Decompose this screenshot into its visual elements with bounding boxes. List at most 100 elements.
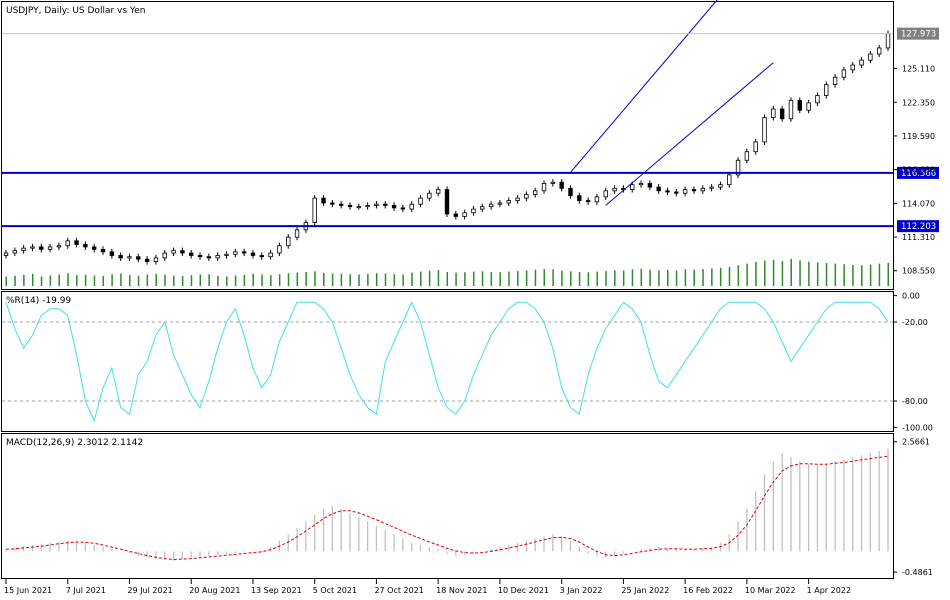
volume-bar — [340, 273, 343, 286]
candle-body — [497, 202, 503, 205]
volume-bar — [852, 264, 854, 286]
candle-body — [488, 203, 494, 208]
macd-signal-line — [5, 455, 889, 561]
candle-body — [268, 252, 273, 258]
volume-bar — [508, 271, 510, 286]
volume-bar — [314, 271, 316, 286]
volume-bar — [702, 269, 704, 286]
volume-bar — [402, 274, 404, 286]
volume-bar — [772, 259, 775, 286]
candle-body — [727, 174, 732, 186]
volume-bar — [358, 274, 360, 286]
trend-channel — [570, 0, 774, 206]
volume-bar — [446, 271, 448, 286]
time-tick-label: 25 Jan 2022 — [621, 586, 669, 595]
candle-body — [171, 250, 176, 254]
candle-body — [330, 202, 335, 205]
time-tick-label: 20 Aug 2021 — [189, 586, 240, 595]
candle-body — [241, 251, 247, 254]
candle-body — [700, 187, 705, 192]
candle-body — [118, 255, 123, 259]
candle-body — [206, 256, 212, 259]
candle-body — [391, 205, 397, 209]
volume-bar — [5, 276, 7, 286]
volume-bar — [181, 276, 184, 286]
candle-body — [841, 69, 847, 78]
time-tick-label: 27 Oct 2021 — [374, 586, 423, 595]
volume-bar — [146, 274, 149, 286]
volume-bar — [490, 271, 493, 286]
candle-body — [356, 206, 361, 209]
candle-body — [83, 244, 88, 248]
volume-bar — [208, 274, 210, 286]
volume-bar — [428, 270, 431, 286]
volume-bar — [393, 274, 396, 286]
candle-body — [435, 189, 441, 194]
candle-body — [594, 196, 600, 203]
time-tick-label: 18 Nov 2021 — [436, 586, 487, 595]
level-box — [897, 220, 939, 233]
volume-bars — [5, 258, 889, 286]
wpr-tick-label: -80.00 — [902, 397, 928, 406]
candle-body — [189, 252, 194, 256]
candle-body — [427, 192, 432, 199]
candle-body — [180, 250, 185, 254]
time-axis: 15 Jun 2021 7 Jul 2021 29 Jul 2021 20 Aug 2… — [4, 579, 851, 595]
candle-body — [233, 251, 238, 255]
candle-body — [674, 191, 679, 194]
volume-bar — [561, 270, 563, 286]
volume-bar — [517, 270, 519, 286]
volume-bar — [825, 262, 828, 286]
price-tick-label: 125.110 — [902, 65, 935, 74]
wpr-tick-label: 0.00 — [902, 292, 920, 301]
volume-bar — [781, 261, 784, 286]
candle-body — [541, 183, 547, 192]
volume-bar — [472, 271, 475, 286]
candle-body — [559, 181, 564, 189]
level-label: 112.203 — [901, 222, 936, 232]
volume-bar — [331, 273, 334, 286]
candle-body — [418, 197, 423, 205]
volume-bar — [199, 274, 202, 286]
volume-bar — [173, 275, 175, 286]
volume-bar — [755, 262, 757, 286]
candle-body — [74, 240, 79, 245]
volume-bar — [543, 269, 546, 286]
volume-bar — [287, 273, 290, 286]
volume-bar — [270, 275, 272, 286]
candle-body — [806, 102, 811, 111]
volume-bar — [234, 275, 237, 286]
volume-bar — [411, 272, 413, 286]
candle-body — [136, 256, 141, 260]
candle-body — [286, 236, 291, 247]
candle-body — [162, 252, 167, 259]
macd-pane — [1, 433, 894, 579]
candlesticks — [3, 30, 891, 265]
volume-bar — [675, 270, 678, 286]
symbol-label: USDJPY, Daily: US Dollar vs Yen — [6, 6, 145, 16]
volume-bar — [869, 264, 872, 286]
level-box — [897, 166, 939, 179]
volume-bar — [737, 265, 740, 286]
candle-body — [577, 195, 582, 201]
wpr-tick-label: -100.00 — [902, 423, 933, 432]
candle-body — [771, 108, 776, 118]
time-tick-label: 3 Jan 2022 — [560, 586, 603, 595]
candle-body — [294, 229, 300, 238]
channel-upper-line — [570, 0, 718, 173]
candle-body — [797, 100, 802, 111]
volume-bar — [437, 270, 440, 286]
time-tick-label: 10 Mar 2022 — [745, 586, 796, 595]
volume-bar — [367, 273, 369, 286]
candle-body — [39, 246, 44, 250]
volume-bar — [843, 264, 845, 286]
volume-bar — [375, 273, 378, 286]
wpr-label: %R(14) -19.99 — [6, 296, 71, 306]
candle-body — [647, 183, 653, 188]
candle-body — [656, 186, 661, 192]
volume-bar — [420, 271, 422, 286]
candle-body — [868, 53, 873, 61]
candle-body — [788, 100, 794, 120]
price-tick-label: 114.070 — [902, 199, 935, 208]
